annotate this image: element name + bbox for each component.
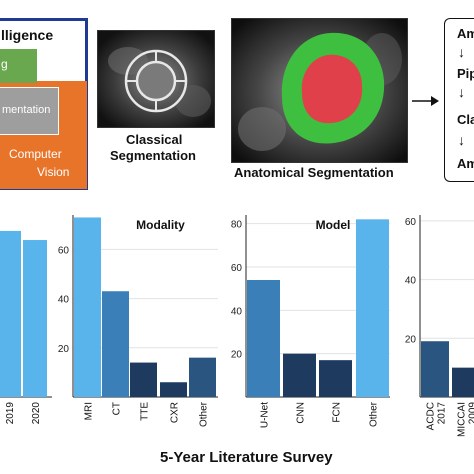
x-tick-label: 2009: [468, 402, 474, 425]
y-tick-label: 40: [231, 306, 243, 317]
chart-panel-2: 20 40 60 Modality MRI CT TTE CXR Other: [58, 215, 218, 427]
down-arrow-icon: ↓: [458, 44, 465, 60]
x-tick-label: U-Net: [260, 402, 271, 428]
bar-cxr: [160, 382, 187, 397]
bar-2020: [23, 240, 47, 397]
bar-other: [356, 219, 389, 397]
x-tick-label: ACDC: [426, 402, 437, 430]
y-tick-label: 20: [58, 344, 70, 355]
machine-learning-box: g: [0, 49, 37, 83]
x-tick-label: FCN: [332, 402, 343, 423]
y-tick-label: 40: [405, 276, 417, 287]
anatomical-caption: Anatomical Segmentation: [234, 165, 394, 180]
bar-2019: [0, 230, 21, 397]
classical-caption-line2: Segmentation: [110, 148, 196, 163]
right-arrow-icon: [412, 96, 439, 106]
chart-panel-3: 20 40 60 80 Model U-Net CNN FCN Other: [231, 215, 390, 428]
cavity-segment: [301, 54, 363, 124]
chart-title: Model: [316, 218, 351, 232]
pipeline-step-2: Pip: [457, 66, 474, 81]
ai-hierarchy-box: lligence Computer Vision g mentation: [0, 18, 88, 190]
x-tick-label: MICCAI: [457, 402, 468, 437]
down-arrow-icon: ↓: [458, 132, 465, 148]
x-tick-label: CT: [112, 402, 123, 415]
x-tick-label: Other: [199, 401, 210, 427]
bar-cnn: [283, 353, 316, 397]
cv-label-line1: Computer: [9, 147, 62, 161]
chart-panel-4: 20 40 60 ACDC 2017 MICCAI 2009: [405, 215, 474, 437]
classical-mri-svg: [98, 31, 214, 127]
classical-caption-line1: Classical: [126, 132, 183, 147]
chart-panel-1: 2019 2020: [0, 215, 52, 424]
pipeline-bracket: [444, 18, 474, 182]
pipeline-step-3: Cla: [457, 112, 474, 127]
x-tick-label: 2020: [31, 402, 42, 425]
ai-title: lligence: [1, 27, 54, 43]
bar-mri: [74, 217, 101, 397]
bar-tte: [130, 362, 157, 397]
y-tick-label: 20: [231, 350, 243, 361]
x-tick-label: CNN: [296, 402, 307, 424]
survey-title: 5-Year Literature Survey: [160, 449, 333, 466]
anatomical-mri-svg: [232, 19, 407, 162]
y-tick-label: 60: [231, 263, 243, 274]
chart-title: Modality: [136, 218, 185, 232]
x-tick-label: Other: [369, 401, 380, 427]
anatomical-mri-image: [231, 18, 408, 163]
x-tick-label: CXR: [170, 402, 181, 423]
y-tick-label: 60: [58, 245, 70, 256]
y-tick-label: 80: [231, 220, 243, 231]
down-arrow-icon: ↓: [458, 84, 465, 100]
x-tick-label: 2017: [437, 402, 448, 425]
bar-u-net: [247, 280, 280, 397]
y-tick-label: 60: [405, 217, 417, 228]
pipeline-step-1: Am: [457, 26, 474, 41]
y-tick-label: 40: [58, 295, 70, 306]
x-tick-label: MRI: [84, 402, 95, 420]
bar-fcn: [319, 360, 352, 397]
dl-label: mentation: [2, 104, 51, 116]
pipeline-step-4: Am: [457, 156, 474, 171]
y-tick-label: 20: [405, 334, 417, 345]
x-tick-label: TTE: [140, 402, 151, 421]
bar-acdc-2017: [421, 341, 449, 397]
classical-mri-image: [97, 30, 215, 128]
bar-miccai-2009: [452, 367, 474, 397]
bar-other: [189, 357, 216, 397]
deep-learning-box: mentation: [0, 87, 59, 135]
cv-label-line2: Vision: [37, 165, 70, 179]
x-tick-label: 2019: [5, 402, 16, 425]
ml-label: g: [1, 57, 8, 71]
bar-ct: [102, 291, 129, 397]
